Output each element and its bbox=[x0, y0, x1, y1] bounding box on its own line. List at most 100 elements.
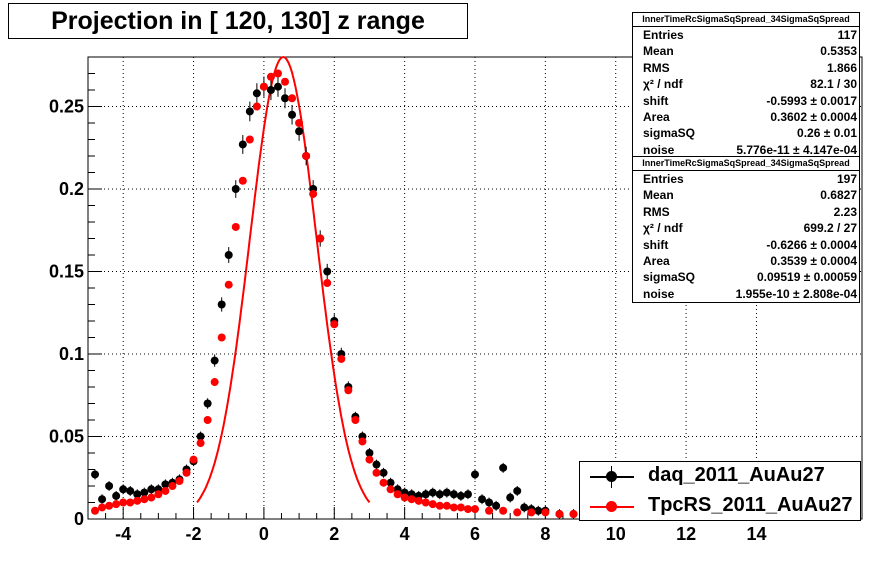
stats-value: 82.1 / 30 bbox=[810, 77, 857, 92]
data-point bbox=[386, 478, 395, 487]
stats-row: χ² / ndf 699.2 / 27 bbox=[633, 220, 859, 236]
stats-row: Mean 0.5353 bbox=[633, 43, 859, 59]
stats-value: 1.866 bbox=[826, 60, 857, 75]
data-point bbox=[288, 110, 297, 119]
data-point bbox=[210, 378, 219, 387]
stats-key: Entries bbox=[643, 172, 684, 186]
data-point bbox=[555, 510, 564, 519]
data-point bbox=[126, 498, 135, 507]
data-point bbox=[421, 490, 430, 499]
stats-value: 0.3539 ± 0.0004 bbox=[770, 253, 857, 268]
data-point bbox=[224, 251, 233, 259]
stats-box-daq: InnerTimeRcSigmaSqSpread_34SigmaSqSpread… bbox=[632, 12, 860, 160]
x-tick-label: 0 bbox=[259, 524, 269, 544]
data-point bbox=[154, 490, 163, 499]
stats-header: InnerTimeRcSigmaSqSpread_34SigmaSqSpread bbox=[633, 157, 859, 171]
data-point bbox=[449, 503, 458, 512]
data-point bbox=[428, 500, 437, 509]
stats-row: noise 5.776e-11 ± 4.147e-04 bbox=[633, 142, 859, 158]
data-point bbox=[323, 279, 332, 288]
y-tick-label: 0.05 bbox=[49, 427, 84, 447]
data-point bbox=[133, 496, 142, 505]
data-point bbox=[231, 222, 240, 231]
data-point bbox=[91, 470, 100, 479]
data-point bbox=[98, 503, 107, 512]
data-point bbox=[161, 480, 170, 489]
stats-row: Area 0.3602 ± 0.0004 bbox=[633, 109, 859, 125]
data-point bbox=[238, 176, 247, 185]
stats-key: Area bbox=[643, 253, 670, 268]
data-point bbox=[112, 500, 121, 509]
data-point bbox=[513, 508, 522, 517]
stats-row: Area 0.3539 ± 0.0004 bbox=[633, 253, 859, 269]
data-point bbox=[456, 503, 465, 512]
x-tick-label: 8 bbox=[540, 524, 550, 544]
data-point bbox=[273, 82, 282, 91]
data-point bbox=[281, 77, 290, 86]
x-tick-label: 4 bbox=[400, 524, 410, 544]
data-point bbox=[534, 506, 543, 515]
stats-value: 0.6827 bbox=[820, 188, 857, 203]
data-point bbox=[485, 498, 494, 507]
data-point bbox=[435, 490, 444, 499]
data-point bbox=[309, 189, 318, 198]
title-box: Projection in [ 120, 130] z range bbox=[8, 3, 468, 39]
data-point bbox=[492, 501, 501, 510]
legend-entry-tpcrs: TpcRS_2011_AuAu27 bbox=[580, 492, 860, 522]
y-tick-label: 0.2 bbox=[59, 179, 84, 199]
data-point bbox=[414, 496, 423, 505]
legend: daq_2011_AuAu27 TpcRS_2011_AuAu27 bbox=[579, 461, 861, 521]
stats-header: InnerTimeRcSigmaSqSpread_34SigmaSqSpread bbox=[633, 13, 859, 27]
data-point bbox=[210, 356, 219, 365]
data-point bbox=[379, 478, 388, 487]
data-point bbox=[175, 477, 184, 486]
stats-value: 0.3602 ± 0.0004 bbox=[770, 109, 857, 124]
data-point bbox=[471, 470, 479, 479]
stats-value: 117 bbox=[837, 28, 857, 42]
data-point bbox=[393, 490, 402, 499]
stats-value: 1.955e-10 ± 2.808e-04 bbox=[735, 286, 857, 301]
data-point bbox=[224, 280, 233, 289]
data-point bbox=[365, 449, 374, 457]
data-point bbox=[499, 463, 508, 472]
data-point bbox=[323, 267, 332, 276]
data-point bbox=[541, 508, 550, 517]
data-point bbox=[147, 485, 156, 494]
data-point bbox=[238, 140, 247, 149]
x-tick-label: 2 bbox=[329, 524, 339, 544]
x-tick-label: 12 bbox=[676, 524, 696, 544]
y-tick-label: 0.25 bbox=[49, 97, 84, 117]
data-point bbox=[231, 185, 240, 193]
y-tick-label: 0.15 bbox=[49, 262, 84, 282]
stats-value: 5.776e-11 ± 4.147e-04 bbox=[736, 142, 857, 157]
stats-value: 0.26 ± 0.01 bbox=[797, 126, 857, 141]
data-point bbox=[379, 468, 388, 477]
stats-key: RMS bbox=[643, 204, 670, 219]
stats-key: Entries bbox=[643, 28, 684, 42]
stats-key: sigmaSQ bbox=[643, 270, 696, 285]
x-tick-label: 10 bbox=[606, 524, 626, 544]
data-point bbox=[168, 482, 177, 490]
stats-row: Entries 117 bbox=[633, 27, 859, 43]
stats-box-tpcrs: InnerTimeRcSigmaSqSpread_34SigmaSqSpread… bbox=[632, 156, 860, 304]
data-point bbox=[119, 485, 128, 494]
data-point bbox=[147, 493, 156, 502]
data-point bbox=[245, 135, 254, 144]
legend-dot-marker bbox=[606, 471, 617, 482]
data-point bbox=[252, 102, 261, 111]
stats-value: 2.23 bbox=[833, 204, 857, 219]
stats-row: RMS 2.23 bbox=[633, 204, 859, 220]
stats-key: χ² / ndf bbox=[643, 77, 683, 92]
stats-key: shift bbox=[643, 237, 669, 252]
x-tick-label: -4 bbox=[115, 524, 131, 544]
data-point bbox=[217, 300, 226, 309]
data-point bbox=[126, 486, 135, 495]
data-point bbox=[330, 320, 339, 329]
stats-key: RMS bbox=[643, 60, 670, 75]
data-point bbox=[407, 495, 416, 504]
legend-label: TpcRS_2011_AuAu27 bbox=[648, 494, 853, 516]
data-point bbox=[456, 491, 465, 500]
data-point bbox=[133, 490, 142, 499]
x-tick-label: 6 bbox=[470, 524, 480, 544]
stats-key: Mean bbox=[643, 188, 674, 203]
